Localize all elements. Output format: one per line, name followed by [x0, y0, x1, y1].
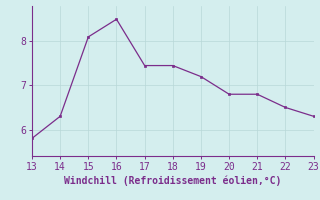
X-axis label: Windchill (Refroidissement éolien,°C): Windchill (Refroidissement éolien,°C)	[64, 176, 282, 186]
